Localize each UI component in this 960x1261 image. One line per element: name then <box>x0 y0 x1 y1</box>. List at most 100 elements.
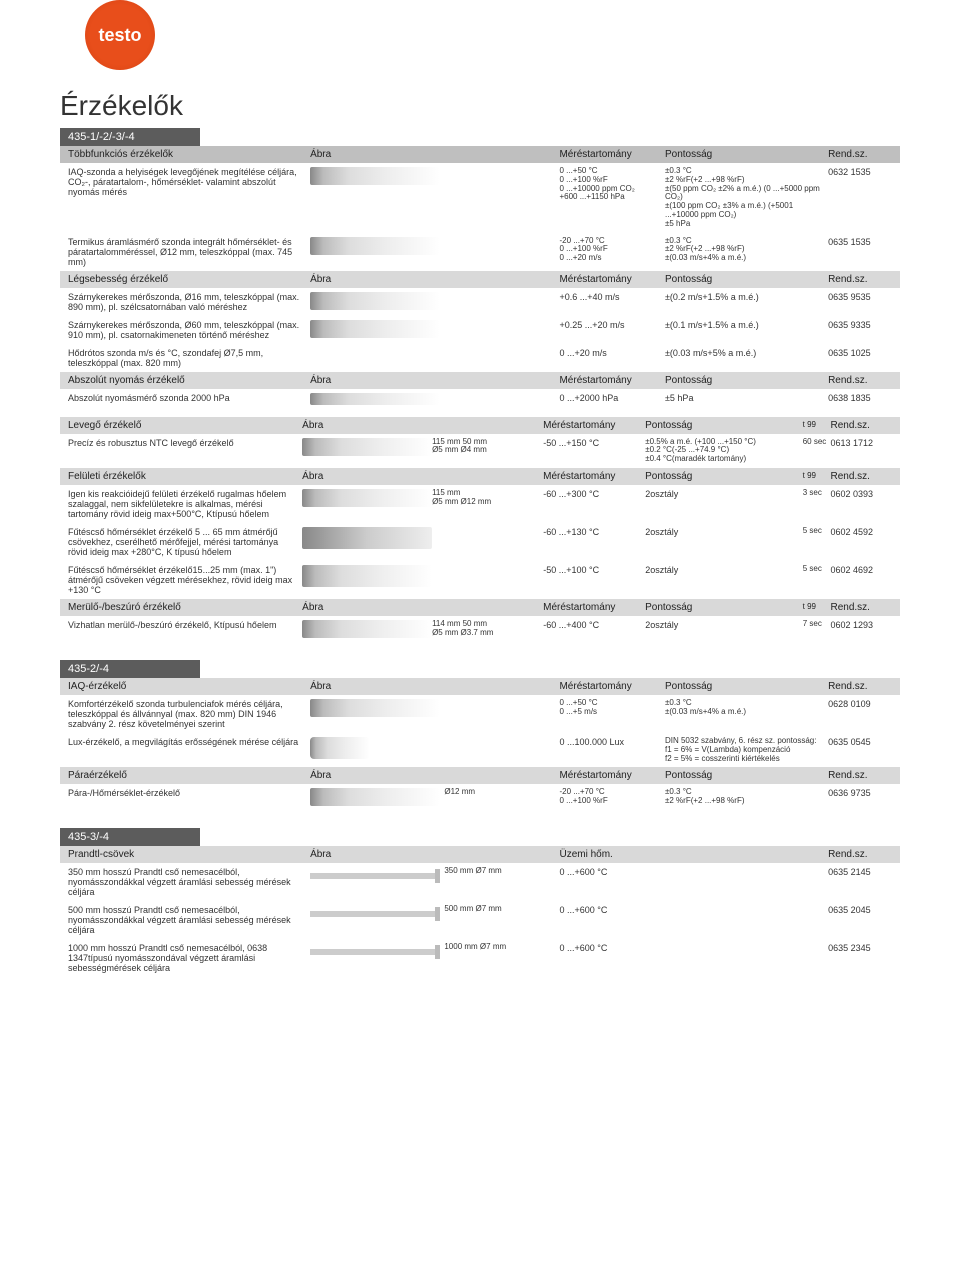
probe-desc: Fűtéscső hőmérséklet érzékelő 5 ... 65 m… <box>60 527 302 557</box>
dims: 500 mm Ø7 mm <box>444 905 559 914</box>
section-header-multi: Többfunkciós érzékelők Ábra Méréstartomá… <box>60 146 900 163</box>
col-label: Pontosság <box>645 471 803 482</box>
t99: 60 sec <box>803 438 831 447</box>
col-label: Pontosság <box>665 149 828 160</box>
col-label: Ábra <box>310 849 444 860</box>
col-label: Rend.sz. <box>828 149 900 160</box>
probe-image <box>310 167 440 185</box>
range: +0.25 ...+20 m/s <box>559 320 665 330</box>
order-no: 0602 1293 <box>831 620 901 630</box>
probe-image <box>302 620 432 638</box>
col-label: Ábra <box>310 681 444 692</box>
col-label: IAQ-érzékelő <box>60 681 310 692</box>
section-header-absz: Abszolút nyomás érzékelő Ábra Méréstarto… <box>60 372 900 389</box>
range: 0 ...+600 °C <box>559 867 665 877</box>
col-label: Légsebesség érzékelő <box>60 274 310 285</box>
probe-desc: 500 mm hosszú Prandtl cső nemesacélból, … <box>60 905 310 935</box>
table-row: Hődrótos szonda m/s és °C, szondafej Ø7,… <box>60 344 900 372</box>
col-label: Méréstartomány <box>559 375 665 386</box>
col-label: Merülő-/beszúró érzékelő <box>60 602 302 613</box>
col-label: Méréstartomány <box>559 681 665 692</box>
col-label: Ábra <box>302 602 432 613</box>
col-label: Ábra <box>310 274 444 285</box>
range: -60 ...+300 °C <box>543 489 645 499</box>
probe-image <box>310 292 440 310</box>
col-label: Pontosság <box>645 602 803 613</box>
probe-desc: Lux-érzékelő, a megvilágítás erősségének… <box>60 737 310 747</box>
col-label: Méréstartomány <box>543 471 645 482</box>
table-row: Szárnykerekes mérőszonda, Ø60 mm, telesz… <box>60 316 900 344</box>
dims: 350 mm Ø7 mm <box>444 867 559 876</box>
section-header-prandtl: Prandtl-csövek Ábra Üzemi hőm. Rend.sz. <box>60 846 900 863</box>
col-label: Rend.sz. <box>828 681 900 692</box>
col-label: Ábra <box>302 420 432 431</box>
section-header-iaq: IAQ-érzékelő Ábra Méréstartomány Pontoss… <box>60 678 900 695</box>
col-label: Rend.sz. <box>830 420 900 431</box>
col-label: Páraérzékelő <box>60 770 310 781</box>
accuracy: 2osztály <box>645 527 803 537</box>
probe-desc: Termikus áramlásmérő szonda integrált hő… <box>60 237 310 267</box>
probe-image <box>310 911 440 917</box>
probe-desc: Abszolút nyomásmérő szonda 2000 hPa <box>60 393 310 403</box>
col-label: Méréstartomány <box>559 274 665 285</box>
dims: 1000 mm Ø7 mm <box>444 943 559 952</box>
col-label: Ábra <box>310 375 444 386</box>
col-label: Levegő érzékelő <box>60 420 302 431</box>
range: 0 ...+600 °C <box>559 943 665 953</box>
probe-desc: Fűtéscső hőmérséklet érzékelő15...25 mm … <box>60 565 302 595</box>
dims: 114 mm 50 mm Ø5 mm Ø3.7 mm <box>432 620 543 638</box>
order-no: 0635 0545 <box>828 737 900 747</box>
col-label: Ábra <box>310 149 444 160</box>
probe-image <box>310 737 370 759</box>
accuracy: 2osztály <box>645 565 803 575</box>
col-label: Rend.sz. <box>830 471 900 482</box>
col-label: Méréstartomány <box>559 770 665 781</box>
order-no: 0635 2045 <box>828 905 900 915</box>
col-label: Pontosság <box>665 681 828 692</box>
probe-desc: Szárnykerekes mérőszonda, Ø60 mm, telesz… <box>60 320 310 340</box>
model-bar-3: 435-3/-4 <box>60 828 200 846</box>
range: -20 ...+70 °C 0 ...+100 %rF 0 ...+20 m/s <box>559 237 665 263</box>
table-row: Fűtéscső hőmérséklet érzékelő 5 ... 65 m… <box>60 523 900 561</box>
accuracy: ±0.3 °C ±(0.03 m/s+4% a m.é.) <box>665 699 828 717</box>
col-label: Rend.sz. <box>828 849 900 860</box>
probe-desc: Vizhatlan merülő-/beszúró érzékelő, Ktíp… <box>60 620 302 630</box>
table-row: 500 mm hosszú Prandtl cső nemesacélból, … <box>60 901 900 939</box>
col-label: Felületi érzékelők <box>60 471 302 482</box>
table-row: Igen kis reakcióidejű felületi érzékelő … <box>60 485 900 523</box>
probe-image <box>310 949 440 955</box>
order-no: 0638 1835 <box>828 393 900 403</box>
order-no: 0635 1535 <box>828 237 900 247</box>
col-label: Ábra <box>302 471 432 482</box>
page-content: Érzékelők 435-1/-2/-3/-4 Többfunkciós ér… <box>0 0 960 1017</box>
col-label: Prandtl-csövek <box>60 849 310 860</box>
accuracy: ±0.3 °C ±2 %rF(+2 ...+98 %rF) ±(0.03 m/s… <box>665 237 828 263</box>
col-label: Ábra <box>310 770 444 781</box>
page-title: Érzékelők <box>60 90 900 122</box>
table-row: 1000 mm hosszú Prandtl cső nemesacélból,… <box>60 939 900 977</box>
order-no: 0635 9535 <box>828 292 900 302</box>
probe-image <box>302 527 432 549</box>
accuracy: DIN 5032 szabvány, 6. rész sz. pontosság… <box>665 737 828 763</box>
col-label: Rend.sz. <box>828 274 900 285</box>
accuracy: ±0.5% a m.é. (+100 ...+150 °C) ±0.2 °C(-… <box>645 438 803 464</box>
accuracy: ±(0.1 m/s+1.5% a m.é.) <box>665 320 828 330</box>
range: 0 ...100.000 Lux <box>559 737 665 747</box>
probe-image <box>302 438 432 456</box>
section-header-para: Páraérzékelő Ábra Méréstartomány Pontoss… <box>60 767 900 784</box>
accuracy: ±5 hPa <box>665 393 828 403</box>
accuracy: ±0.3 °C ±2 %rF(+2 ...+98 %rF) ±(50 ppm C… <box>665 167 828 229</box>
order-no: 0632 1535 <box>828 167 900 177</box>
range: +0.6 ...+40 m/s <box>559 292 665 302</box>
probe-image <box>302 565 432 587</box>
order-no: 0635 2345 <box>828 943 900 953</box>
probe-image <box>302 489 432 507</box>
order-no: 0602 4692 <box>831 565 901 575</box>
range: -20 ...+70 °C 0 ...+100 %rF <box>559 788 665 806</box>
section-header-merulo: Merülő-/beszúró érzékelő Ábra Méréstarto… <box>60 599 900 616</box>
model-bar-1: 435-1/-2/-3/-4 <box>60 128 200 146</box>
accuracy: ±(0.03 m/s+5% a m.é.) <box>665 348 828 358</box>
range: -60 ...+130 °C <box>543 527 645 537</box>
col-label: Rend.sz. <box>828 770 900 781</box>
col-label: Méréstartomány <box>543 602 645 613</box>
